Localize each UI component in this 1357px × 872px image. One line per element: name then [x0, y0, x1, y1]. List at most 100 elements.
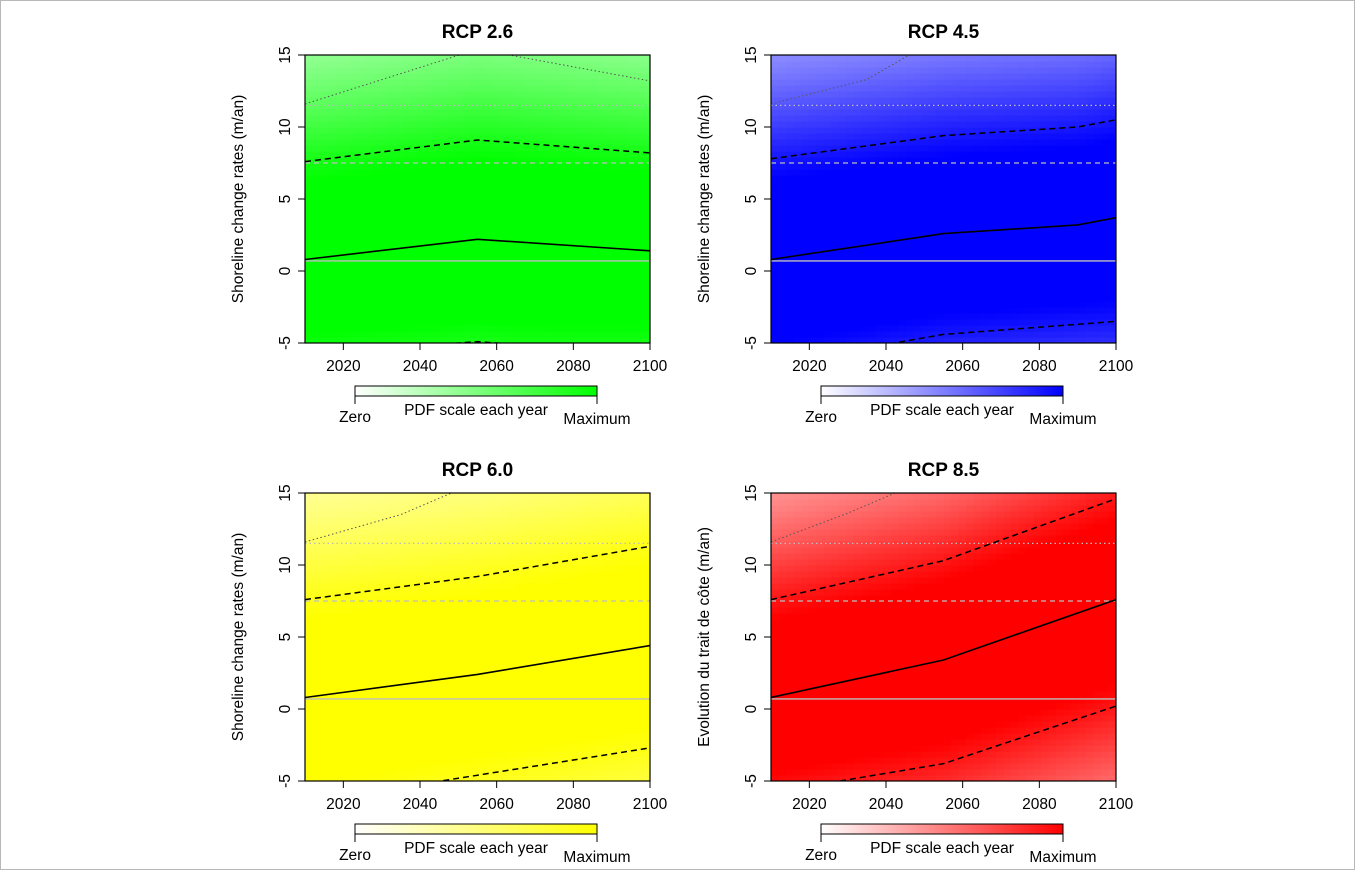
- heatmap-cell: [1041, 61, 1050, 68]
- heatmap-cell: [522, 301, 531, 308]
- heatmap-cell: [537, 97, 546, 104]
- heatmap-cell: [410, 169, 419, 176]
- heatmap-cell: [973, 139, 982, 146]
- heatmap-cell: [440, 109, 449, 116]
- heatmap-cell: [500, 271, 509, 278]
- heatmap-cell: [320, 679, 329, 686]
- heatmap-cell: [327, 583, 336, 590]
- heatmap-cell: [620, 271, 629, 278]
- heatmap-cell: [973, 271, 982, 278]
- heatmap-cell: [801, 241, 810, 248]
- heatmap-cell: [823, 127, 832, 134]
- heatmap-cell: [470, 115, 479, 122]
- heatmap-cell: [1093, 157, 1102, 164]
- heatmap-cell: [522, 223, 531, 230]
- heatmap-cell: [357, 607, 366, 614]
- heatmap-cell: [500, 175, 509, 182]
- heatmap-cell: [417, 139, 426, 146]
- heatmap-cell: [365, 535, 374, 542]
- heatmap-cell: [831, 241, 840, 248]
- heatmap-cell: [1041, 115, 1050, 122]
- heatmap-cell: [898, 277, 907, 284]
- heatmap-cell: [327, 523, 336, 530]
- heatmap-cell: [928, 103, 937, 110]
- heatmap-cell: [801, 277, 810, 284]
- heatmap-cell: [1056, 295, 1065, 302]
- heatmap-cell: [320, 205, 329, 212]
- heatmap-cell: [357, 259, 366, 266]
- heatmap-cell: [846, 217, 855, 224]
- heatmap-cell: [522, 169, 531, 176]
- heatmap-cell: [350, 649, 359, 656]
- heatmap-cell: [327, 631, 336, 638]
- heatmap-cell: [372, 121, 381, 128]
- heatmap-cell: [320, 247, 329, 254]
- heatmap-cell: [906, 115, 915, 122]
- heatmap-cell: [635, 217, 644, 224]
- heatmap-cell: [1086, 175, 1095, 182]
- heatmap-cell: [320, 775, 329, 781]
- heatmap-cell: [477, 163, 486, 170]
- heatmap-cell: [943, 313, 952, 320]
- heatmap-cell: [831, 103, 840, 110]
- heatmap-cell: [831, 181, 840, 188]
- heatmap-cell: [635, 67, 644, 74]
- heatmap-cell: [380, 223, 389, 230]
- heatmap-cell: [552, 295, 561, 302]
- heatmap-cell: [996, 337, 1005, 343]
- heatmap-cell: [793, 79, 802, 86]
- heatmap-cell: [387, 133, 396, 140]
- heatmap-cell: [620, 91, 629, 98]
- heatmap-cell: [582, 337, 591, 343]
- heatmap-cell: [1018, 289, 1027, 296]
- heatmap-cell: [410, 79, 419, 86]
- heatmap-cell: [567, 187, 576, 194]
- heatmap-cell: [928, 199, 937, 206]
- heatmap-cell: [575, 121, 584, 128]
- heatmap-cell: [357, 217, 366, 224]
- heatmap-cell: [1018, 139, 1027, 146]
- heatmap-cell: [425, 163, 434, 170]
- heatmap-cell: [342, 757, 351, 764]
- heatmap-cell: [455, 115, 464, 122]
- heatmap-cell: [425, 145, 434, 152]
- heatmap-cell: [1026, 253, 1035, 260]
- heatmap-cell: [928, 331, 937, 338]
- heatmap-cell: [515, 73, 524, 80]
- heatmap-cell: [380, 721, 389, 728]
- heatmap-cell: [1026, 55, 1035, 62]
- heatmap-cell: [988, 73, 997, 80]
- heatmap-cell: [597, 265, 606, 272]
- heatmap-cell: [492, 199, 501, 206]
- heatmap-cell: [305, 493, 314, 500]
- heatmap: [771, 55, 1116, 343]
- heatmap-cell: [635, 133, 644, 140]
- heatmap-cell: [838, 247, 847, 254]
- heatmap-cell: [305, 307, 314, 314]
- heatmap-cell: [627, 61, 636, 68]
- heatmap-cell: [1026, 79, 1035, 86]
- heatmap-cell: [372, 163, 381, 170]
- heatmap-cell: [786, 241, 795, 248]
- heatmap-cell: [470, 145, 479, 152]
- heatmap-cell: [793, 139, 802, 146]
- heatmap-cell: [350, 181, 359, 188]
- heatmap-cell: [432, 133, 441, 140]
- heatmap-cell: [816, 241, 825, 248]
- heatmap-cell: [537, 91, 546, 98]
- heatmap-cell: [402, 337, 411, 343]
- heatmap-cell: [838, 307, 847, 314]
- y-tick-label: -5: [743, 336, 760, 350]
- heatmap-cell: [507, 199, 516, 206]
- heatmap-cell: [891, 151, 900, 158]
- heatmap-cell: [1033, 67, 1042, 74]
- heatmap-cell: [357, 271, 366, 278]
- heatmap-cell: [530, 247, 539, 254]
- heatmap-cell: [1048, 169, 1057, 176]
- heatmap-cell: [1101, 211, 1110, 218]
- heatmap-cell: [778, 169, 787, 176]
- heatmap-cell: [906, 199, 915, 206]
- heatmap-cell: [395, 91, 404, 98]
- heatmap-cell: [943, 151, 952, 158]
- heatmap-cell: [1033, 79, 1042, 86]
